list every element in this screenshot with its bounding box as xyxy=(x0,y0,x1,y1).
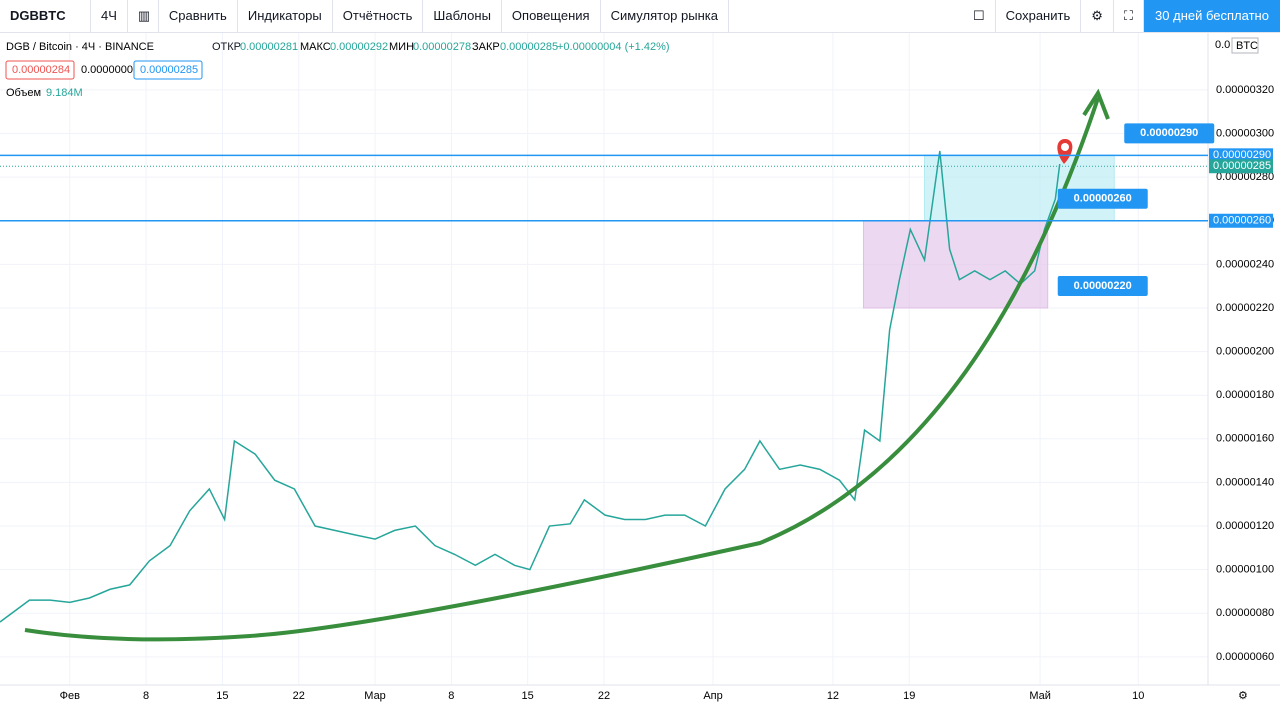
settings[interactable]: ⚙ xyxy=(1081,0,1114,32)
volume-label: Объем xyxy=(6,87,41,99)
replay[interactable]: Симулятор рынка xyxy=(601,0,729,32)
level-tag xyxy=(1209,213,1273,228)
close-label: ЗАКР xyxy=(472,41,500,53)
open: 0.00000281 xyxy=(240,41,298,53)
reports[interactable]: Отчётность xyxy=(333,0,424,32)
spread: 0.00000001 xyxy=(81,64,139,76)
trend-arrow xyxy=(1082,88,1110,120)
current-price-label: 0.00000285 xyxy=(1213,160,1271,172)
y-tick-label: 0.00000200 xyxy=(1216,345,1274,357)
x-tick-label: 8 xyxy=(448,690,454,702)
x-tick-label: 12 xyxy=(827,690,839,702)
currency-box xyxy=(1231,37,1259,54)
currency: BTC xyxy=(1236,40,1258,52)
x-tick-label: 22 xyxy=(598,690,610,702)
volume: 9.184M xyxy=(46,87,83,99)
change: +0.00000004 (+1.42%) xyxy=(557,41,670,53)
y-tick-label: 0.00000320 xyxy=(1216,84,1274,96)
y-tick-label: 0.00000160 xyxy=(1216,433,1274,445)
zone-label-box xyxy=(1057,188,1148,209)
level-tag-label: 0.00000260 xyxy=(1213,215,1271,227)
low-label: МИН xyxy=(389,41,414,53)
x-tick-label: Мар xyxy=(364,690,386,702)
y-tick-label: 0.00000280 xyxy=(1216,171,1274,183)
chart-layer xyxy=(0,33,1208,685)
zone-box xyxy=(862,220,1049,309)
x-tick-label: Апр xyxy=(703,690,722,702)
price-line xyxy=(0,150,1061,623)
y-tick-label: 0.00000240 xyxy=(1216,258,1274,270)
layout[interactable]: ☐ xyxy=(963,0,996,32)
chart-style[interactable]: ▥ xyxy=(128,0,159,32)
x-tick-label: Фев xyxy=(60,690,80,702)
trend-curve xyxy=(24,97,1100,642)
bid: 0.00000284 xyxy=(12,64,70,76)
zone-label: 0.00000260 xyxy=(1074,193,1132,205)
open-label: ОТКР xyxy=(212,41,241,53)
compare[interactable]: Сравнить xyxy=(159,0,238,32)
y-tick-label: 0.00000100 xyxy=(1216,564,1274,576)
chart: DGB / Bitcoin · 4Ч · BINANCE ОТКР 0.0000… xyxy=(0,33,1280,702)
save[interactable]: Сохранить xyxy=(996,0,1082,32)
y-tick-label: 0.00000120 xyxy=(1216,520,1274,532)
x-tick-label: 15 xyxy=(216,690,228,702)
templates[interactable]: Шаблоны xyxy=(423,0,502,32)
high-label: МАКС xyxy=(300,41,331,53)
symbol[interactable]: DGBBTC xyxy=(0,0,91,32)
toolbar: DGBBTC 4Ч ▥ Сравнить Индикаторы Отчётнос… xyxy=(0,0,1280,33)
bid-box xyxy=(5,60,75,80)
y-tick-label: 0.00000180 xyxy=(1216,389,1274,401)
alerts[interactable]: Оповещения xyxy=(502,0,601,32)
y-tick-label: 0.00000080 xyxy=(1216,607,1274,619)
x-tick-label: 22 xyxy=(293,690,305,702)
axis-settings[interactable]: ⚙ xyxy=(1238,690,1248,702)
zone-label: 0.00000290 xyxy=(1140,127,1198,139)
axis-top-label: 0.0 xyxy=(1215,39,1230,51)
x-tick-label: Май xyxy=(1029,690,1051,702)
y-tick-label: 0.00000220 xyxy=(1216,302,1274,314)
x-tick-label: 19 xyxy=(903,690,915,702)
trial-button[interactable]: 30 дней бесплатно xyxy=(1144,0,1280,32)
ask: 0.00000285 xyxy=(140,64,198,76)
symbol-title: DGB / Bitcoin · 4Ч · BINANCE xyxy=(6,41,154,53)
x-tick-label: 8 xyxy=(143,690,149,702)
current-price-tag xyxy=(1209,159,1273,174)
zone-label-box xyxy=(1124,123,1215,144)
pin-dot xyxy=(1061,143,1069,151)
zone-label: 0.00000220 xyxy=(1074,280,1132,292)
y-tick-label: 0.00000140 xyxy=(1216,476,1274,488)
pin xyxy=(1057,139,1073,164)
close: 0.00000285 xyxy=(500,41,558,53)
level-tag xyxy=(1209,148,1273,163)
y-tick-label: 0.00000300 xyxy=(1216,127,1274,139)
level-tag-label: 0.00000290 xyxy=(1213,149,1271,161)
fullscreen[interactable]: ⛶ xyxy=(1114,0,1144,32)
ask-box xyxy=(133,60,203,80)
x-tick-label: 15 xyxy=(522,690,534,702)
interval[interactable]: 4Ч xyxy=(91,0,128,32)
high: 0.00000292 xyxy=(330,41,388,53)
y-tick-label: 0.00000060 xyxy=(1216,651,1274,663)
low: 0.00000278 xyxy=(413,41,471,53)
zone-label-box xyxy=(1057,275,1148,296)
zone-box xyxy=(924,154,1115,222)
indicators[interactable]: Индикаторы xyxy=(238,0,333,32)
x-tick-label: 10 xyxy=(1132,690,1144,702)
